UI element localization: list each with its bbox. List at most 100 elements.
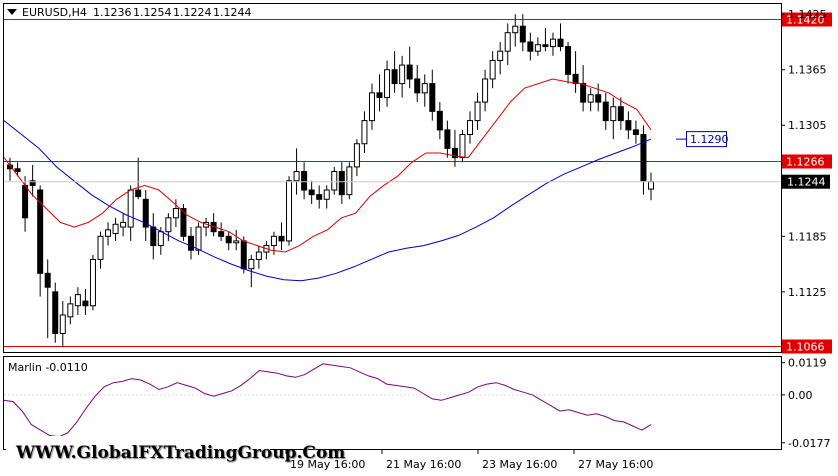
candle [74, 287, 81, 315]
candle [482, 69, 489, 112]
indicator-tick-label: -0.0177 [788, 437, 830, 450]
candle [255, 245, 262, 269]
candle [286, 176, 293, 246]
candle [527, 32, 534, 61]
candle [105, 222, 112, 246]
candle [414, 65, 421, 103]
candle [316, 185, 323, 209]
candle [331, 166, 338, 195]
candle [572, 51, 579, 93]
candle [44, 259, 51, 339]
candle [429, 69, 436, 121]
candle [512, 14, 519, 47]
last-price-bg [782, 174, 830, 189]
candle [142, 190, 149, 241]
main-pane-frame [3, 3, 782, 353]
candle [617, 97, 624, 130]
candle [542, 28, 549, 52]
candle [89, 254, 96, 311]
blue-label-text: 1.1290 [690, 133, 729, 146]
ohlc-open: 1.1236 [93, 6, 132, 19]
candle [549, 32, 556, 56]
candle [406, 46, 413, 89]
marlin-line [3, 363, 652, 438]
candle [376, 74, 383, 112]
candle [595, 83, 602, 112]
candle [565, 41, 572, 84]
candle [534, 37, 541, 56]
candle [218, 222, 225, 241]
candle [338, 162, 345, 204]
candle [444, 120, 451, 158]
candle [602, 92, 609, 130]
candle [172, 199, 179, 228]
candle [557, 23, 564, 52]
ohlc-close: 1.1244 [213, 6, 252, 19]
candle [421, 74, 428, 107]
indicator-pane-frame [3, 356, 782, 450]
candle [37, 185, 44, 297]
indicator-tick-label: 0.00 [788, 389, 813, 402]
level-label-bg-1 [782, 154, 832, 169]
level-label-bg-2 [782, 339, 832, 354]
candle [14, 162, 21, 177]
candle [233, 229, 240, 251]
candle [368, 83, 375, 130]
candle [82, 289, 89, 315]
candle [278, 222, 285, 251]
blue-label-box [686, 131, 727, 148]
indicator-title: Marlin -0.0110 [8, 361, 88, 374]
candle [587, 88, 594, 112]
chart-menu-triangle-icon[interactable] [7, 9, 17, 15]
candle [225, 231, 232, 251]
candle [165, 213, 172, 241]
last-price-label: 1.1244 [787, 176, 826, 189]
watermark-logo: WWW.GlobalFXTradingGroup.Com [6, 436, 345, 470]
candle [301, 162, 308, 200]
candle [391, 51, 398, 93]
price-tick-label: 1.1425 [788, 8, 827, 21]
level-label-2: 1.1066 [786, 341, 825, 354]
candle [625, 111, 632, 140]
candle [519, 14, 526, 52]
candle [120, 213, 127, 237]
candle [97, 231, 104, 269]
candle [67, 296, 74, 325]
candle [489, 51, 496, 89]
time-tick-label: 23 May 16:00 [482, 458, 557, 471]
level-label-1: 1.1266 [786, 156, 825, 169]
candle [399, 55, 406, 98]
time-tick-label: 27 May 16:00 [578, 458, 653, 471]
red-moving-average [3, 78, 652, 253]
candle [308, 180, 315, 204]
candle [580, 65, 587, 112]
candle [293, 148, 300, 195]
ohlc-high: 1.1254 [133, 6, 172, 19]
candle [504, 23, 511, 66]
candle [474, 92, 481, 130]
chart-title: EURUSD,H4 [22, 6, 87, 19]
candle [187, 227, 194, 260]
price-tick-label: 1.1365 [788, 64, 827, 77]
candle [451, 129, 458, 167]
ohlc-low: 1.1224 [173, 6, 212, 19]
price-tick-label: 1.1125 [788, 286, 827, 299]
candle [610, 97, 617, 140]
candle [112, 217, 119, 241]
candle [632, 120, 639, 144]
candle [384, 60, 391, 107]
candle [497, 41, 504, 75]
candle [323, 185, 330, 209]
blue-moving-average [3, 120, 652, 282]
candle [346, 162, 353, 200]
time-tick-label: 19 May 16:00 [290, 458, 365, 471]
candle [29, 165, 36, 197]
candle [361, 111, 368, 154]
candle [180, 203, 187, 241]
level-label-bg-0 [782, 12, 832, 27]
candle [640, 125, 647, 195]
candle [59, 301, 66, 348]
candle [52, 282, 59, 343]
price-tick-label: 1.1185 [788, 230, 827, 243]
